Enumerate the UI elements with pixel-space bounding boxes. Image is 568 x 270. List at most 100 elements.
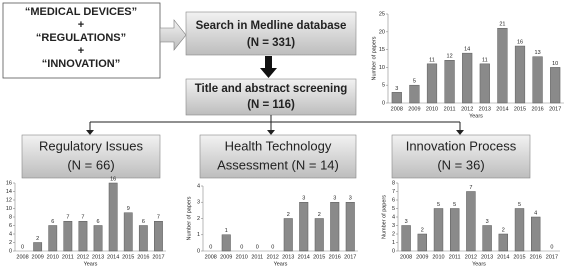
bar: [409, 84, 420, 104]
data-label: 11: [429, 57, 435, 63]
data-label: 21: [499, 22, 505, 28]
y-tick-label: 10: [6, 206, 12, 212]
x-tick-label: 2009: [416, 254, 428, 260]
x-tick-label: 2017: [344, 254, 356, 260]
connectors: [89, 115, 461, 131]
data-label: 7: [157, 215, 160, 221]
query-term: “MEDICAL DEVICES”: [25, 6, 137, 18]
x-tick-label: 2010: [426, 106, 438, 112]
bar: [417, 233, 428, 252]
x-tick-label: 2015: [313, 254, 325, 260]
bar: [514, 208, 525, 252]
x-tick-label: 2012: [465, 254, 477, 260]
x-tick-label: 2013: [92, 254, 104, 260]
y-tick-label: 1: [197, 232, 200, 238]
bar: [138, 225, 148, 252]
bar: [63, 221, 73, 252]
branch-count: (N = 36): [437, 157, 484, 172]
branch-title: Health Technology: [225, 138, 332, 153]
search-count: (N = 331): [247, 37, 295, 49]
search-box: [185, 11, 357, 56]
bar: [108, 182, 118, 252]
screening-title: Title and abstract screening: [195, 83, 348, 95]
data-label: 0: [209, 244, 212, 250]
bar: [345, 202, 355, 252]
x-tick-label: 2014: [107, 254, 119, 260]
bar: [498, 233, 509, 252]
data-label: 1: [225, 228, 228, 234]
y-tick-label: 5: [382, 83, 385, 89]
y-tick-label: 6: [392, 197, 395, 203]
x-tick-label: 2009: [408, 106, 420, 112]
data-label: 12: [447, 54, 453, 60]
data-label: 0: [240, 244, 243, 250]
y-axis-label: Number of papers: [381, 195, 387, 239]
search-title: Search in Medline database: [196, 20, 347, 32]
x-tick-label: 2011: [449, 254, 461, 260]
x-tick-label: 2015: [514, 106, 526, 112]
x-axis-label: Years: [472, 261, 486, 267]
y-tick-label: 2: [9, 240, 12, 246]
y-tick-label: 3: [392, 223, 395, 229]
x-tick-label: 2016: [329, 254, 341, 260]
x-tick-label: 2008: [391, 106, 403, 112]
branch-box: [199, 134, 357, 179]
branch-box: [21, 134, 161, 179]
y-tick-label: 4: [197, 183, 200, 189]
x-axis-label: Years: [84, 261, 98, 267]
arrow: [260, 56, 277, 78]
x-tick-label: 2013: [479, 106, 491, 112]
x-tick-label: 2011: [444, 106, 456, 112]
data-label: 13: [535, 50, 541, 56]
x-tick-label: 2008: [400, 254, 412, 260]
data-label: 2: [36, 236, 39, 242]
y-tick-label: 0: [382, 100, 385, 106]
bar: [78, 221, 88, 252]
bar: [283, 218, 293, 252]
x-tick-label: 2016: [530, 254, 542, 260]
data-label: 6: [142, 219, 145, 225]
x-tick-label: 2012: [77, 254, 89, 260]
bar: [462, 52, 473, 104]
data-label: 3: [349, 196, 352, 202]
data-label: 3: [486, 219, 489, 225]
bar: [401, 225, 411, 252]
bar: [330, 202, 340, 252]
data-label: 0: [21, 244, 24, 250]
x-tick-label: 2010: [47, 254, 59, 260]
query-term: “INNOVATION”: [42, 58, 120, 70]
screening-count: (N = 116): [247, 99, 295, 111]
bar: [449, 208, 460, 252]
query-plus: +: [78, 45, 84, 57]
data-label: 3: [302, 196, 305, 202]
bar: [314, 218, 324, 252]
bar: [466, 191, 476, 252]
y-axis-label: Number of papers: [371, 36, 377, 80]
data-label: 5: [453, 202, 456, 208]
query-plus: +: [78, 19, 84, 31]
y-tick-label: 0: [9, 248, 12, 254]
data-label: 2: [287, 212, 290, 218]
data-label: 9: [127, 206, 130, 212]
data-label: 7: [66, 215, 69, 221]
y-tick-label: 0: [392, 248, 395, 254]
x-tick-label: 2012: [267, 254, 279, 260]
bar: [444, 60, 455, 104]
bar: [433, 208, 444, 252]
x-tick-label: 2016: [531, 106, 543, 112]
x-tick-label: 2014: [497, 254, 509, 260]
x-tick-label: 2017: [546, 254, 558, 260]
data-label: 0: [256, 244, 259, 250]
y-tick-label: 7: [392, 189, 395, 195]
data-label: 6: [97, 219, 100, 225]
bar: [48, 225, 58, 252]
data-label: 6: [51, 219, 54, 225]
x-tick-label: 2016: [137, 254, 149, 260]
bar: [299, 202, 309, 252]
bar: [514, 45, 526, 104]
y-tick-label: 1: [392, 240, 395, 246]
y-tick-label: 25: [379, 11, 385, 17]
bar: [530, 216, 541, 252]
bar: [479, 63, 490, 104]
